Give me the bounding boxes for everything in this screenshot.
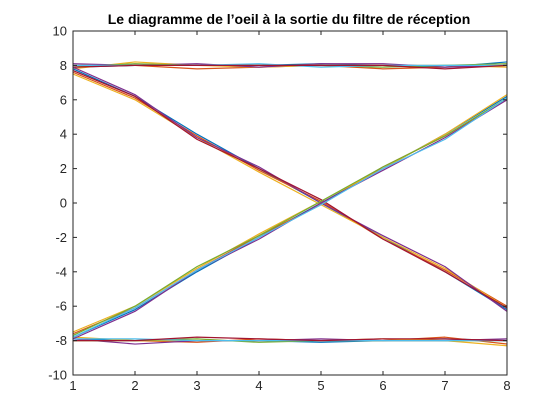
x-tick-label-3: 3 — [193, 378, 200, 393]
y-tick-label--4: -4 — [55, 264, 67, 279]
series-line-18 — [73, 66, 507, 312]
x-tick-label-2: 2 — [131, 378, 138, 393]
y-tick-label--2: -2 — [55, 230, 67, 245]
series-line-13 — [73, 338, 507, 342]
y-tick-label-10: 10 — [53, 24, 67, 39]
x-tick-label-1: 1 — [69, 378, 76, 393]
y-tick-label-0: 0 — [60, 196, 67, 211]
y-tick-label-2: 2 — [60, 161, 67, 176]
series-group — [73, 61, 507, 347]
plot-area — [73, 31, 507, 375]
plot-layer: 1 2 3 4 5 6 7 8 -10 -8 -6 -4 -2 0 2 4 6 8 10 — [48, 24, 510, 394]
x-tick-label-6: 6 — [379, 378, 386, 393]
y-tick-label-4: 4 — [60, 127, 67, 142]
x-tick-label-8: 8 — [503, 378, 510, 393]
series-line-25 — [73, 97, 507, 338]
y-tick-label--10: -10 — [48, 368, 67, 383]
series-line-16 — [73, 71, 507, 307]
series-line-19 — [73, 70, 507, 309]
x-tick-label-4: 4 — [255, 378, 262, 393]
y-tick-label-8: 8 — [60, 58, 67, 73]
chart-title: Le diagramme de l’oeil à la sortie du fi… — [108, 11, 471, 27]
series-line-7 — [73, 64, 507, 70]
x-tick-label-7: 7 — [441, 378, 448, 393]
series-line-24 — [73, 97, 507, 336]
y-tick-label--8: -8 — [55, 333, 67, 348]
series-line-14 — [73, 336, 507, 342]
y-tick-label-6: 6 — [60, 92, 67, 107]
x-tick-label-5: 5 — [317, 378, 324, 393]
y-tick-label--6: -6 — [55, 299, 67, 314]
series-line-17 — [73, 73, 507, 309]
